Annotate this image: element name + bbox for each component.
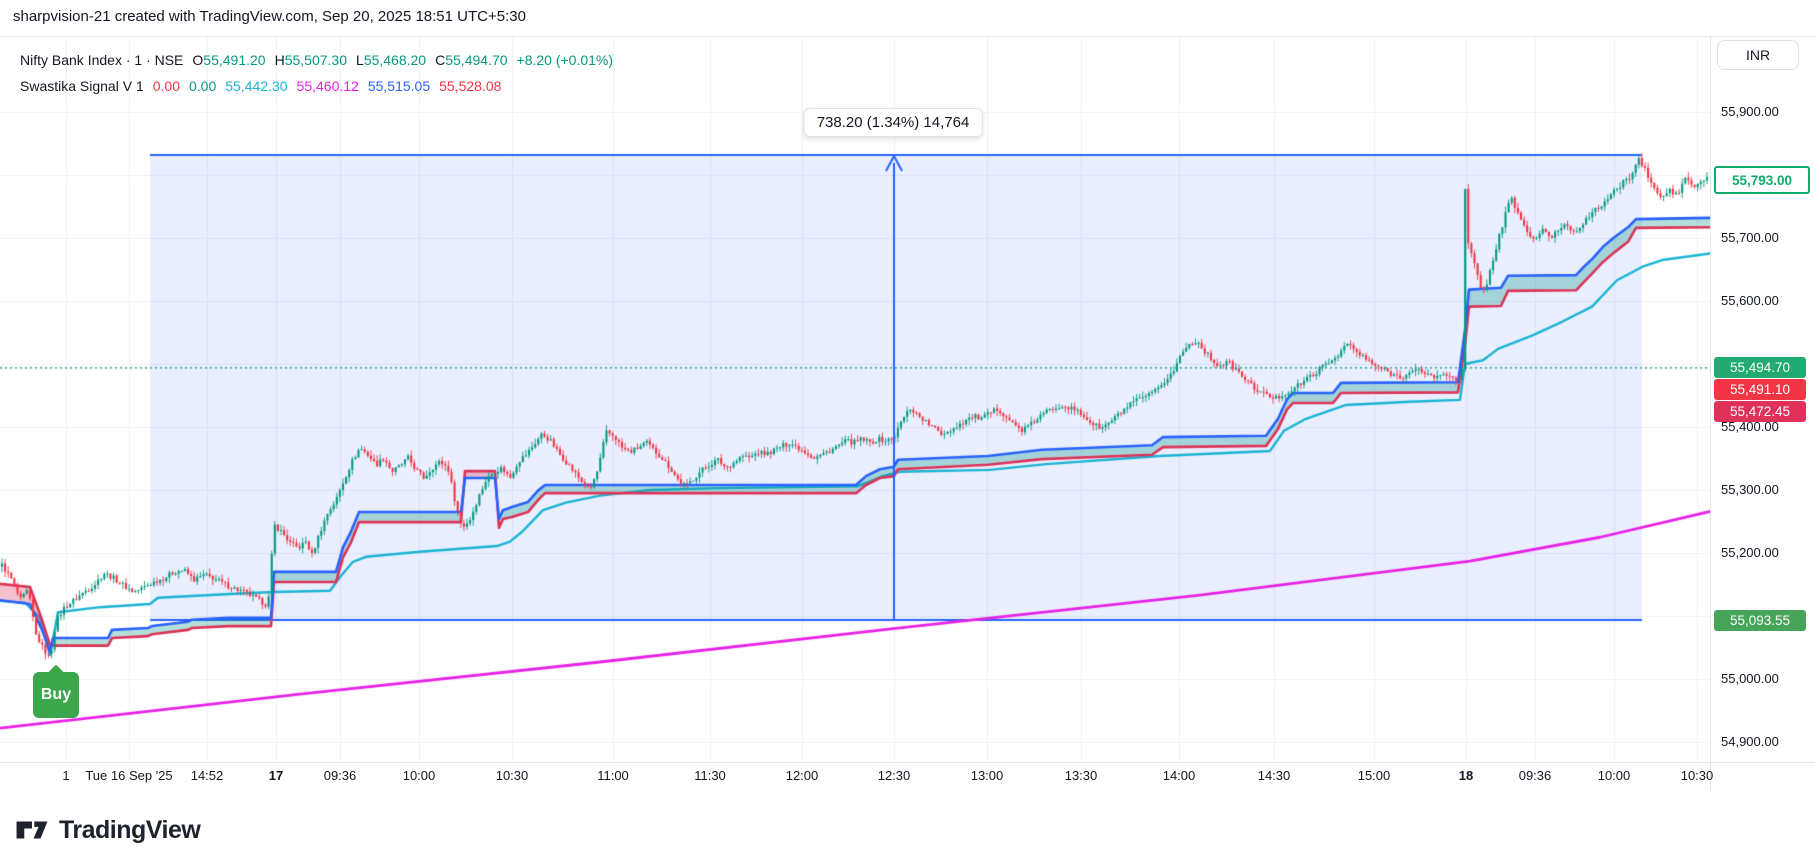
ohlc-item: O55,491.20 [192,52,266,68]
time-label[interactable]: 10:00 [402,768,436,783]
time-label[interactable]: 10:30 [1680,768,1714,783]
price-axis-separator [1710,36,1711,790]
currency-label: INR [1745,47,1771,63]
time-label[interactable]: 14:30 [1257,768,1291,783]
time-label[interactable]: 1 [62,768,70,783]
time-label[interactable]: 09:36 [1518,768,1552,783]
price-chart-canvas[interactable] [0,36,1710,762]
ohlc-item: H55,507.30 [274,52,348,68]
time-label[interactable]: 11:00 [597,768,629,783]
currency-button[interactable]: INR [1717,40,1799,70]
symbol-title[interactable]: Nifty Bank Index · 1 · NSE [20,52,184,68]
time-label[interactable]: 14:00 [1162,768,1196,783]
time-label[interactable]: 10:00 [1597,768,1631,783]
indicator-title[interactable]: Swastika Signal V 1 [20,78,144,94]
price-tick[interactable]: 55,300.00 [1721,482,1779,497]
time-label[interactable]: 15:00 [1357,768,1391,783]
buy-signal-label: Buy [40,686,72,703]
price-tick[interactable]: 55,600.00 [1721,293,1779,308]
ohlc-item: L55,468.20 [356,52,427,68]
indicator-value: 55,528.08 [439,78,502,94]
time-label[interactable]: 11:30 [694,768,726,783]
indicator-value: 55,460.12 [296,78,359,94]
measure-annotation[interactable]: 738.20 (1.34%) 14,764 [803,108,983,137]
legend-symbol-row[interactable]: Nifty Bank Index · 1 · NSE O55,491.20 H55… [20,47,613,73]
price-tick[interactable]: 55,900.00 [1721,104,1779,119]
brand-text: TradingView [59,815,201,844]
tradingview-logo [16,821,48,839]
ohlc-item: C55,494.70 [435,52,508,68]
time-label[interactable]: 12:00 [785,768,819,783]
buy-signal-marker[interactable]: Buy [33,672,79,718]
chart-legend: Nifty Bank Index · 1 · NSE O55,491.20 H55… [20,47,613,99]
time-label[interactable]: 18 [1458,768,1474,783]
time-label[interactable]: 09:36 [323,768,357,783]
page-title: sharpvision-21 created with TradingView.… [13,8,526,25]
time-label[interactable]: 12:30 [877,768,911,783]
price-label: 55,491.10 [1714,378,1806,400]
price-label: 55,494.70 [1714,356,1806,378]
indicator-value: 55,442.30 [225,78,288,94]
indicator-value: 0.00 [152,78,180,94]
time-label[interactable]: 10:30 [495,768,529,783]
indicator-values: 0.00 0.00 55,442.30 55,460.12 55,515.05 55,52… [153,73,502,99]
price-label: 55,793.00 [1714,166,1810,195]
tradingview-brand[interactable]: TradingView [15,815,201,845]
price-label: 55,472.45 [1714,400,1806,422]
price-tick[interactable]: 55,000.00 [1721,671,1779,686]
price-tick[interactable]: 55,200.00 [1721,545,1779,560]
price-tick[interactable]: 55,700.00 [1721,230,1779,245]
time-label[interactable]: 14:52 [190,768,224,783]
measure-annotation-text: 738.20 (1.34%) 14,764 [816,114,970,131]
time-label[interactable]: Tue 16 Sep '25 [85,768,173,783]
change-value: +8.20 (+0.01%) [516,52,614,68]
indicator-value: 0.00 [188,78,217,94]
ohlc-values: O55,491.20 H55,507.30 L55,468.20 C55,494.70 [192,47,507,73]
price-label: 55,093.55 [1714,609,1806,631]
time-label[interactable]: 13:30 [1064,768,1098,783]
legend-indicator-row[interactable]: Swastika Signal V 1 0.00 0.00 55,442.30 55,… [20,73,613,99]
price-tick[interactable]: 54,900.00 [1721,734,1779,749]
price-tick[interactable]: 55,400.00 [1721,419,1779,434]
time-label[interactable]: 17 [268,768,284,783]
time-label[interactable]: 13:00 [970,768,1004,783]
indicator-value: 55,515.05 [367,78,431,94]
time-axis-separator [0,762,1815,763]
